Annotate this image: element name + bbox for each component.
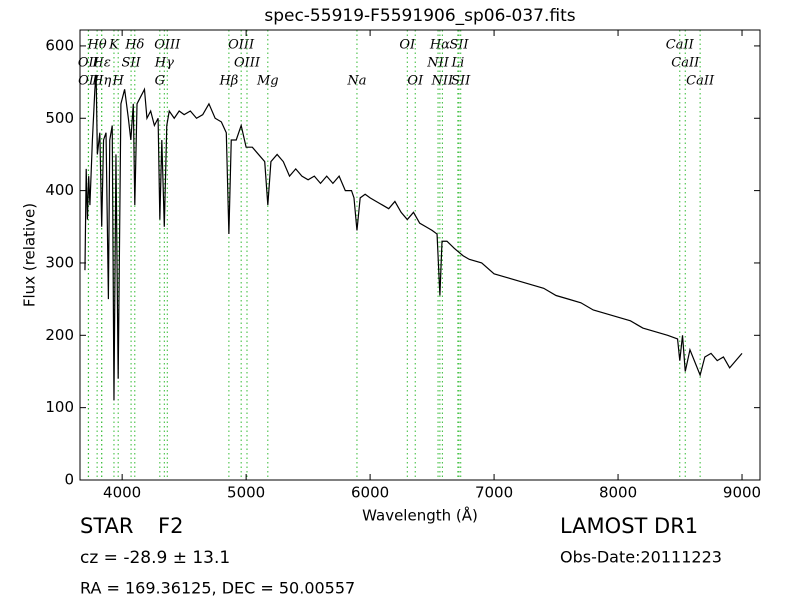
spectral-line-label: SII [121, 56, 141, 71]
y-tick-label: 400 [45, 181, 74, 199]
spectral-line-label: SII [449, 38, 469, 53]
spectral-line-label: Hθ [87, 38, 107, 53]
y-tick-label: 200 [45, 326, 74, 344]
subclass: F2 [158, 514, 183, 538]
x-axis-label: Wavelength (Å) [362, 506, 478, 525]
spectral-line-label: NII [426, 56, 450, 71]
spectral-line-label: K [108, 38, 120, 53]
redshift: cz = -28.9 ± 13.1 [80, 548, 230, 568]
y-axis-label: Flux (relative) [21, 203, 39, 307]
spectral-line-label: Hη [91, 74, 111, 89]
spectral-line-label: OII [78, 74, 100, 89]
x-tick-label: 7000 [475, 484, 513, 502]
x-tick-label: 5000 [227, 484, 265, 502]
spectral-line-label: OIII [154, 38, 181, 53]
spectral-line-label: CaII [666, 38, 695, 53]
spectral-line-label: Li [450, 56, 464, 71]
spectral-line-label: CaII [686, 74, 715, 89]
spectral-line-label: Hβ [218, 74, 238, 89]
spectral-line-label: OI [399, 38, 416, 53]
plot-frame [79, 29, 761, 481]
x-tick-label: 4000 [103, 484, 141, 502]
spectrum-line [84, 74, 743, 401]
coordinates: RA = 169.36125, DEC = 50.00557 [80, 579, 355, 598]
spectral-line-label: SII [451, 74, 471, 89]
spectral-line-label: OIII [228, 38, 255, 53]
spectral-line-label: H [112, 74, 125, 89]
spectral-line-label: Hγ [154, 56, 174, 71]
object-class: STAR [80, 514, 133, 538]
spectral-line-label: OI [407, 74, 424, 89]
spectral-line-label: CaII [671, 56, 700, 71]
y-tick-label: 100 [45, 398, 74, 416]
x-tick-label: 9000 [723, 484, 761, 502]
survey: LAMOST DR1 [560, 514, 698, 538]
spectral-line-label: G [155, 74, 165, 89]
spectral-line-label: Hα [429, 38, 450, 53]
spectral-line-label: Hδ [124, 38, 144, 53]
y-tick-label: 500 [45, 109, 74, 127]
spectral-line-label: NII [431, 74, 455, 89]
spectral-line-label: Mg [256, 74, 279, 89]
y-tick-label: 300 [45, 253, 74, 271]
y-tick-label: 600 [45, 36, 74, 54]
x-tick-label: 8000 [599, 484, 637, 502]
spectral-line-label: Na [346, 74, 366, 89]
spectral-line-label: OIII [234, 56, 261, 71]
y-tick-label: 0 [64, 471, 74, 489]
x-tick-label: 6000 [351, 484, 389, 502]
obs-date: Obs-Date:20111223 [560, 548, 722, 567]
chart-title: spec-55919-F5591906_sp06-037.fits [264, 6, 575, 26]
